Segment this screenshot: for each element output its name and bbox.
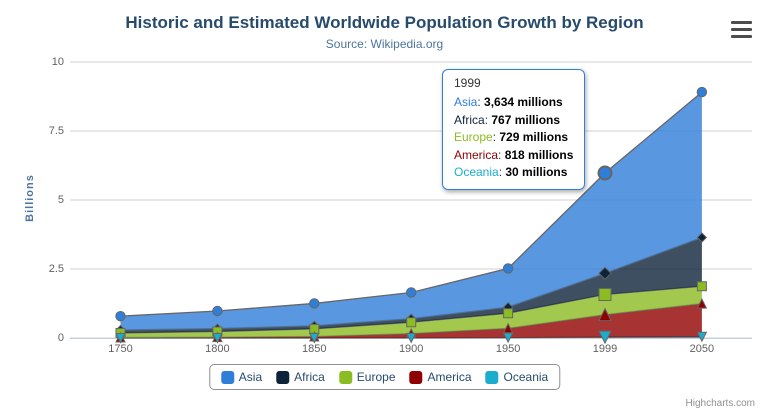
tooltip-row-europe: Europe: 729 millions (454, 130, 569, 145)
tooltip-series-value: 767 millions (491, 112, 561, 127)
x-axis-label: 1750 (108, 343, 133, 355)
legend-item-asia[interactable]: Asia (220, 370, 263, 384)
marker-europe-2050[interactable] (696, 281, 707, 292)
tooltip-row-africa: Africa: 767 millions (454, 112, 561, 127)
y-axis-label: 0 (57, 331, 64, 344)
marker-africa-1999[interactable] (598, 266, 612, 281)
marker-oceania-1999[interactable] (598, 330, 612, 345)
marker-oceania-2050[interactable] (696, 331, 708, 343)
legend-swatch-icon (485, 370, 499, 384)
marker-europe-1999[interactable] (598, 287, 612, 301)
legend-item-america[interactable]: America (409, 370, 472, 384)
marker-asia-1850[interactable] (309, 298, 320, 309)
area-america (120, 303, 702, 338)
highcharts-credits-link[interactable]: Highcharts.com (685, 398, 755, 409)
export-menu-hamburger-icon[interactable] (731, 21, 752, 38)
area-asia (120, 92, 702, 331)
marker-europe-1900[interactable] (406, 317, 417, 328)
marker-asia-2050[interactable] (696, 86, 708, 98)
legend-swatch-icon (276, 370, 290, 384)
tooltip-row-oceania: Oceania: 30 millions (454, 165, 568, 180)
tooltip-series-name: Africa (454, 112, 485, 127)
legend-label: Asia (238, 370, 263, 384)
hamburger-bar (731, 21, 752, 25)
marker-asia-1750[interactable] (115, 310, 126, 322)
legend-label: Oceania (503, 370, 549, 384)
x-axis-label: 2050 (689, 343, 715, 355)
y-axis-label: 10 (51, 55, 64, 68)
hamburger-bar (731, 27, 752, 32)
y-axis-label: 2.5 (48, 262, 64, 275)
tooltip-series-name: Oceania (454, 165, 499, 180)
chart-title: Historic and Estimated Worldwide Populat… (125, 13, 644, 32)
tooltip: 1999 Asia: 3,634 millions Africa: 767 mil… (442, 69, 586, 190)
tooltip-series-name: Europe (454, 130, 493, 145)
tooltip-series-value: 818 millions (504, 147, 574, 162)
tooltip-series-value: 30 millions (505, 165, 568, 180)
legend-item-europe[interactable]: Europe (338, 370, 396, 384)
marker-oceania-1950[interactable] (502, 332, 514, 344)
chart-subtitle: Source: Wikipedia.org (325, 37, 444, 51)
x-axis-label: 1800 (205, 343, 230, 355)
tooltip-series-value: 729 millions (499, 130, 569, 145)
tooltip-series-name: America (454, 147, 499, 162)
y-axis-label: 5 (57, 193, 64, 206)
x-axis-label: 1950 (495, 343, 521, 355)
marker-africa-2050[interactable] (696, 232, 708, 243)
legend-swatch-icon (338, 370, 352, 384)
legend: Asia Africa Europe America Oceania (208, 364, 561, 390)
marker-asia-1900[interactable] (406, 287, 417, 298)
y-axis-label: 7.5 (48, 124, 64, 137)
marker-oceania-1750[interactable] (115, 332, 126, 344)
marker-america-2050[interactable] (696, 297, 708, 309)
x-axis-label: 1999 (592, 343, 618, 355)
marker-asia-1999[interactable] (597, 165, 613, 181)
legend-label: America (427, 370, 472, 384)
legend-item-africa[interactable]: Africa (276, 370, 325, 384)
x-axis-label: 1850 (302, 343, 327, 355)
legend-swatch-icon (409, 370, 423, 384)
tooltip-series-name: Asia (454, 95, 478, 109)
tooltip-row-asia: Asia: 3,634 millions (454, 95, 563, 109)
area-africa (120, 237, 702, 333)
legend-swatch-icon (220, 370, 234, 384)
marker-europe-1950[interactable] (503, 308, 514, 319)
tooltip-header: 1999 (454, 76, 481, 90)
legend-item-oceania[interactable]: Oceania (485, 370, 549, 384)
legend-label: Africa (294, 370, 325, 384)
legend-label: Europe (356, 370, 396, 384)
marker-oceania-1800[interactable] (212, 332, 223, 344)
hamburger-bar (731, 34, 752, 38)
marker-oceania-1850[interactable] (308, 332, 320, 344)
tooltip-series-value: 3,634 millions (484, 95, 563, 109)
marker-asia-1800[interactable] (212, 305, 223, 317)
tooltip-row-america: America: 818 millions (454, 147, 574, 162)
x-axis-label: 1900 (398, 343, 424, 355)
marker-america-1999[interactable] (598, 307, 612, 322)
marker-asia-1950[interactable] (502, 263, 514, 274)
marker-oceania-1900[interactable] (405, 332, 417, 344)
